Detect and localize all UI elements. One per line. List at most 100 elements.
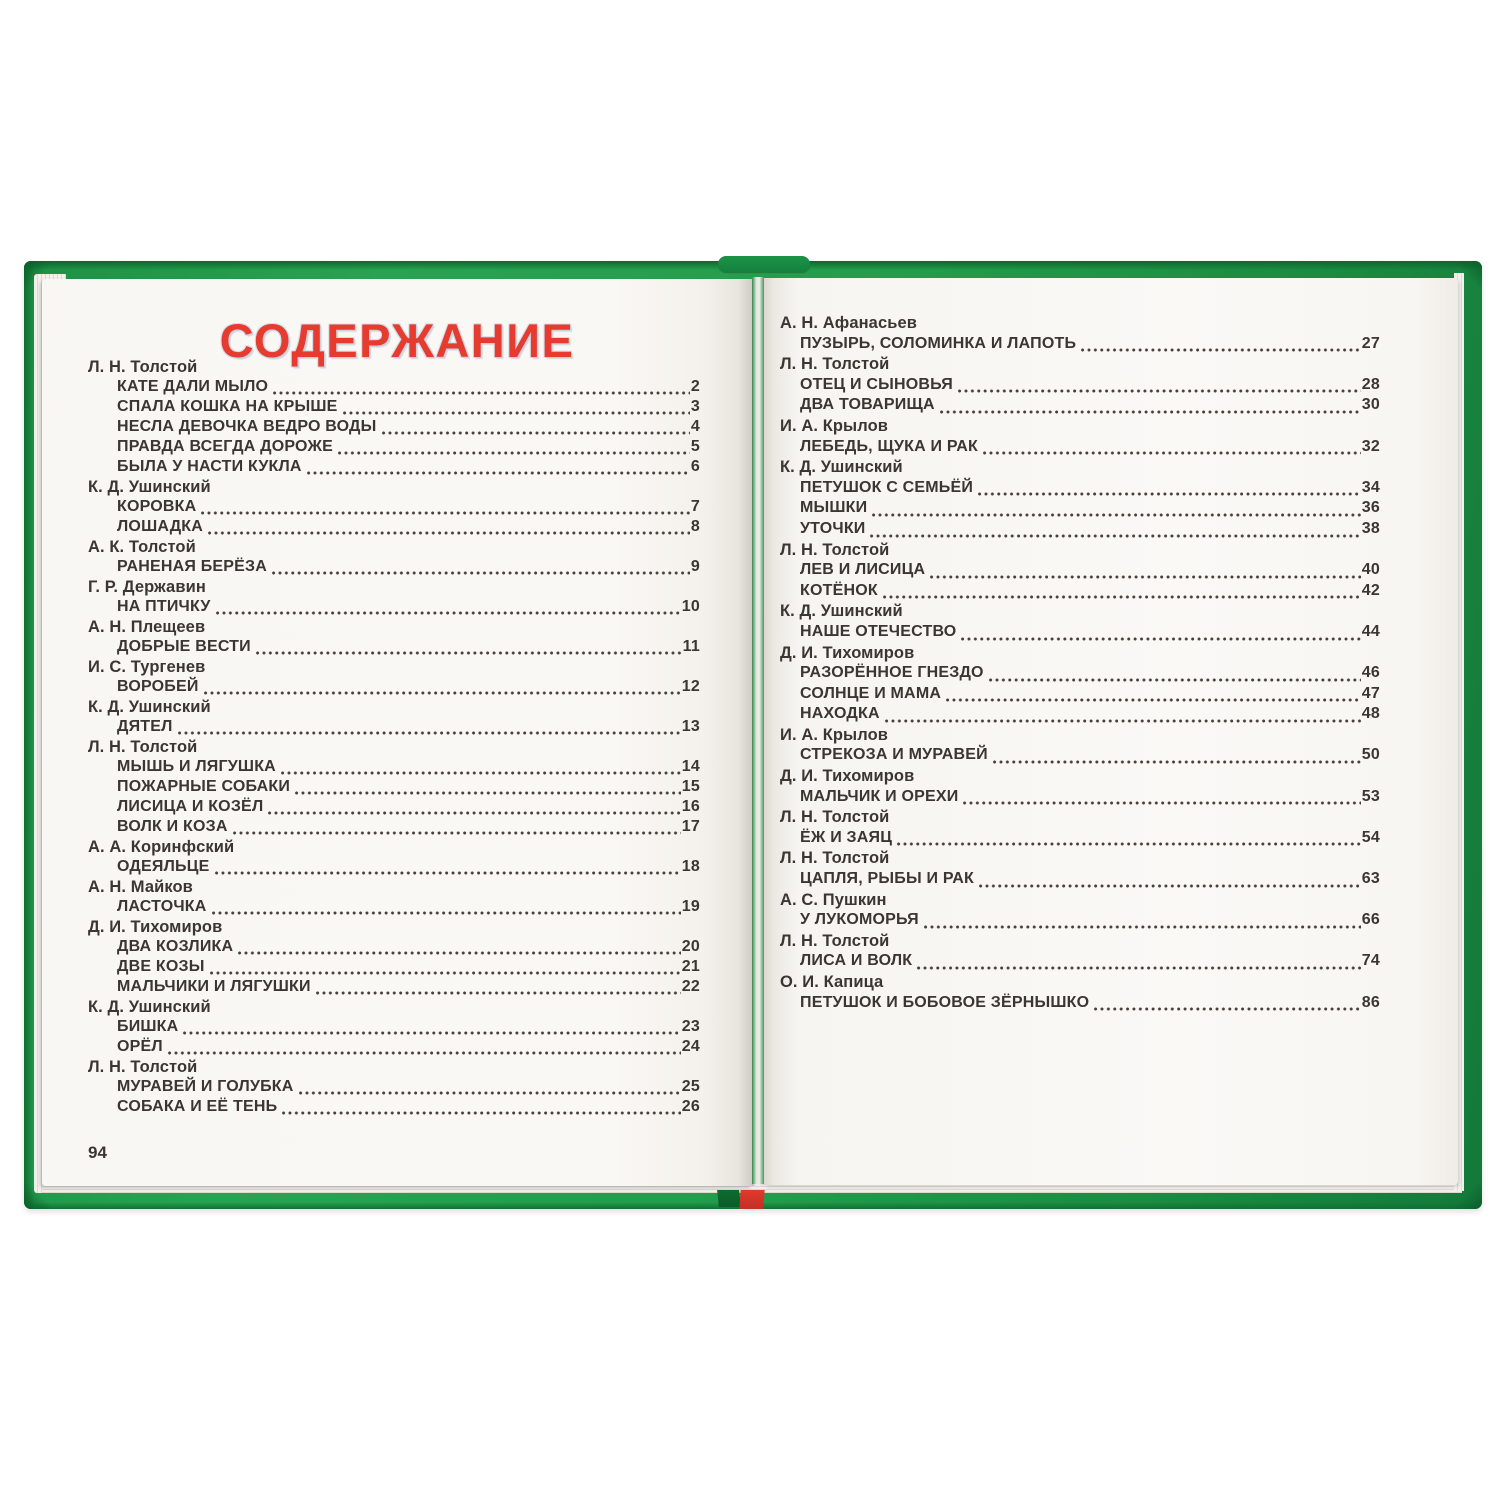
toc-item-row: УТОЧКИ 38 [780,520,1380,541]
story-page-number: 3 [690,398,700,415]
toc-item-row: МУРАВЕЙ И ГОЛУБКА 25 [88,1078,700,1098]
dot-leader [183,1031,681,1035]
toc-item-row: СТРЕКОЗА И МУРАВЕЙ 50 [780,746,1380,767]
story-page-number: 17 [681,818,700,835]
story-page-number: 30 [1361,396,1380,414]
toc-author-row: К. Д. Ушинский [88,998,700,1018]
dot-leader [884,718,1361,723]
story-page-number: 2 [690,378,700,395]
toc-item-row: ЛИСА И ВОЛК 74 [780,952,1380,973]
story-title: ЛЕВ И ЛИСИЦА [800,561,926,579]
story-page-number: 8 [690,518,700,535]
dot-leader [201,511,690,515]
story-title: ОРЁЛ [117,1038,163,1055]
story-title: ДЯТЕЛ [117,718,173,735]
toc-item-row: МЫШЬ И ЛЯГУШКА 14 [88,758,700,778]
story-title: ЛИСИЦА И КОЗЁЛ [117,798,264,815]
story-title: МЫШКИ [800,499,868,517]
dot-leader [939,409,1361,414]
toc-item-row: ЦАПЛЯ, РЫБЫ И РАК 63 [780,870,1380,891]
toc-item-row: НЕСЛА ДЕВОЧКА ВЕДРО ВОДЫ 4 [88,418,700,438]
dot-leader [214,871,681,875]
toc-list-left: Л. Н. Толстой КАТЕ ДАЛИ МЫЛО 2 СПАЛА КОШКА … [88,358,700,1118]
story-page-number: 11 [682,638,700,655]
author-name: К. Д. Ушинский [88,698,211,716]
dot-leader [268,811,681,815]
story-page-number: 26 [681,1098,700,1115]
toc-author-row: Л. Н. Толстой [88,358,700,378]
toc-author-row: Д. И. Тихомиров [780,767,1380,788]
story-title: КОТЁНОК [800,581,878,599]
dot-leader [337,451,690,455]
dot-leader [177,731,681,735]
story-title: ДВА ТОВАРИЩА [800,396,935,414]
author-name: Л. Н. Толстой [780,849,890,868]
story-title: ДОБРЫЕ ВЕСТИ [117,638,251,655]
toc-item-row: ЛЕБЕДЬ, ЩУКА И РАК 32 [780,438,1380,459]
story-title: СТРЕКОЗА И МУРАВЕЙ [800,746,988,764]
toc-author-row: А. А. Коринфский [88,838,700,858]
dot-leader [342,411,690,415]
story-title: КОРОВКА [117,498,197,515]
dot-leader [272,571,690,575]
toc-item-row: ОТЕЦ И СЫНОВЬЯ 28 [780,376,1380,397]
author-name: А. Н. Майков [88,878,193,896]
story-page-number: 74 [1361,952,1380,970]
toc-item-row: СПАЛА КОШКА НА КРЫШЕ 3 [88,398,700,418]
toc-author-row: И. С. Тургенев [88,658,700,678]
dot-leader [273,391,690,395]
story-title: ЛАСТОЧКА [117,898,207,915]
story-page-number: 47 [1361,684,1380,702]
toc-author-row: Д. И. Тихомиров [88,918,700,938]
story-title: ПУЗЫРЬ, СОЛОМИНКА И ЛАПОТЬ [800,334,1077,352]
author-name: Г. Р. Державин [88,578,206,596]
story-page-number: 10 [681,598,700,615]
story-page-number: 36 [1361,499,1380,517]
author-name: И. А. Крылов [780,725,889,744]
toc-item-row: У ЛУКОМОРЬЯ 66 [780,911,1380,932]
toc-item-row: ПРАВДА ВСЕГДА ДОРОЖЕ 5 [88,438,700,458]
story-title: МЫШЬ И ЛЯГУШКА [117,758,276,775]
story-title: У ЛУКОМОРЬЯ [800,911,919,929]
toc-item-row: КОРОВКА 7 [88,498,700,518]
story-title: МАЛЬЧИКИ И ЛЯГУШКИ [117,978,311,995]
story-title: ПЕТУШОК И БОБОВОЕ ЗЁРНЫШКО [800,993,1090,1011]
toc-item-row: ЛИСИЦА И КОЗЁЛ 16 [88,798,700,818]
author-name: А. Н. Плещеев [88,618,206,636]
dot-leader [238,951,681,955]
story-title: ДВА КОЗЛИКА [117,938,234,955]
toc-item-row: ЛЕВ И ЛИСИЦА 40 [780,561,1380,582]
author-name: Д. И. Тихомиров [780,643,915,662]
story-title: ПЕТУШОК С СЕМЬЁЙ [800,478,974,496]
toc-author-row: И. А. Крылов [780,726,1380,747]
toc-item-row: ПОЖАРНЫЕ СОБАКИ 15 [88,778,700,798]
story-title: УТОЧКИ [800,519,866,537]
toc-author-row: Л. Н. Толстой [780,541,1380,562]
story-page-number: 40 [1361,561,1380,579]
dot-leader [979,883,1361,888]
dot-leader [298,1091,681,1095]
story-page-number: 5 [690,438,700,455]
story-title: ЛИСА И ВОЛК [800,952,913,970]
story-title: ВОРОБЕЙ [117,678,199,695]
toc-author-row: О. И. Капица [780,973,1380,994]
dot-leader [870,533,1361,538]
story-page-number: 13 [681,718,700,735]
story-page-number: 25 [681,1078,700,1095]
toc-item-row: РАНЕНАЯ БЕРЁЗА 9 [88,558,700,578]
story-title: ДВЕ КОЗЫ [117,958,205,975]
story-title: РАЗОРЁННОЕ ГНЕЗДО [800,664,984,682]
page-edge-stack-right [1454,273,1464,1191]
dot-leader [211,911,681,915]
story-title: ПРАВДА ВСЕГДА ДОРОЖЕ [117,438,333,455]
dot-leader [923,924,1361,929]
dot-leader [381,431,690,435]
toc-item-row: ДВА КОЗЛИКА 20 [88,938,700,958]
dot-leader [946,698,1361,703]
dot-leader [315,991,681,995]
story-page-number: 20 [681,938,700,955]
toc-author-row: И. А. Крылов [780,417,1380,438]
toc-item-row: КАТЕ ДАЛИ МЫЛО 2 [88,378,700,398]
author-name: О. И. Капица [780,973,884,991]
toc-author-row: А. К. Толстой [88,538,700,558]
